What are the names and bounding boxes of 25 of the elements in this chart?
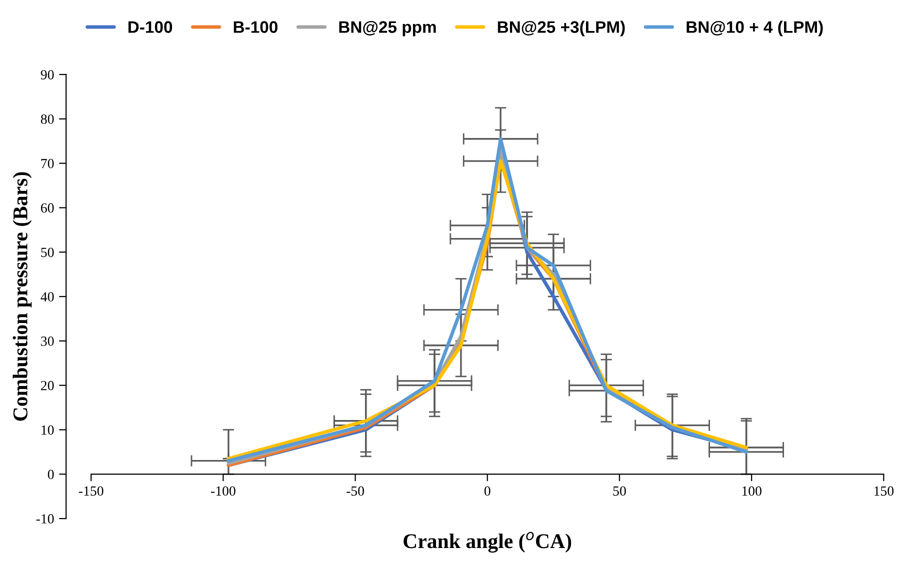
y-tick-label: -10 — [36, 514, 54, 524]
x-tick-label: 100 — [742, 486, 762, 496]
y-tick-label: 80 — [40, 114, 54, 124]
y-tick-label: 50 — [41, 248, 54, 258]
legend-label: BN@25 +3(LPM) — [498, 20, 625, 36]
y-tick-label: 70 — [41, 158, 54, 168]
legend-label: D-100 — [128, 21, 172, 33]
y-tick-label: 60 — [41, 203, 54, 213]
x-tick-label: -150 — [78, 486, 104, 496]
x-tick-label: -100 — [210, 486, 236, 496]
y-tick-label: 10 — [42, 425, 54, 435]
y-tick-label: 0 — [48, 470, 54, 480]
y-tick-label: 40 — [40, 292, 54, 302]
x-tick-label: 50 — [613, 486, 626, 496]
legend-label: BN@25 ppm — [339, 20, 436, 36]
x-tick-label: -50 — [346, 486, 364, 496]
legend-label: BN@10 + 4 (LPM) — [686, 20, 823, 36]
y-tick-label: 90 — [40, 70, 54, 80]
y-tick-label: 30 — [41, 336, 54, 346]
x-axis-title: Crank angle ($^{o}$CA) — [404, 532, 572, 553]
x-tick-label: 0 — [484, 486, 490, 496]
legend-label: B-100 — [234, 21, 278, 33]
x-tick-label: 150 — [874, 486, 894, 496]
y-tick-label: 20 — [41, 380, 54, 390]
y-axis-title: Combustion pressure (Bars) — [12, 172, 32, 421]
